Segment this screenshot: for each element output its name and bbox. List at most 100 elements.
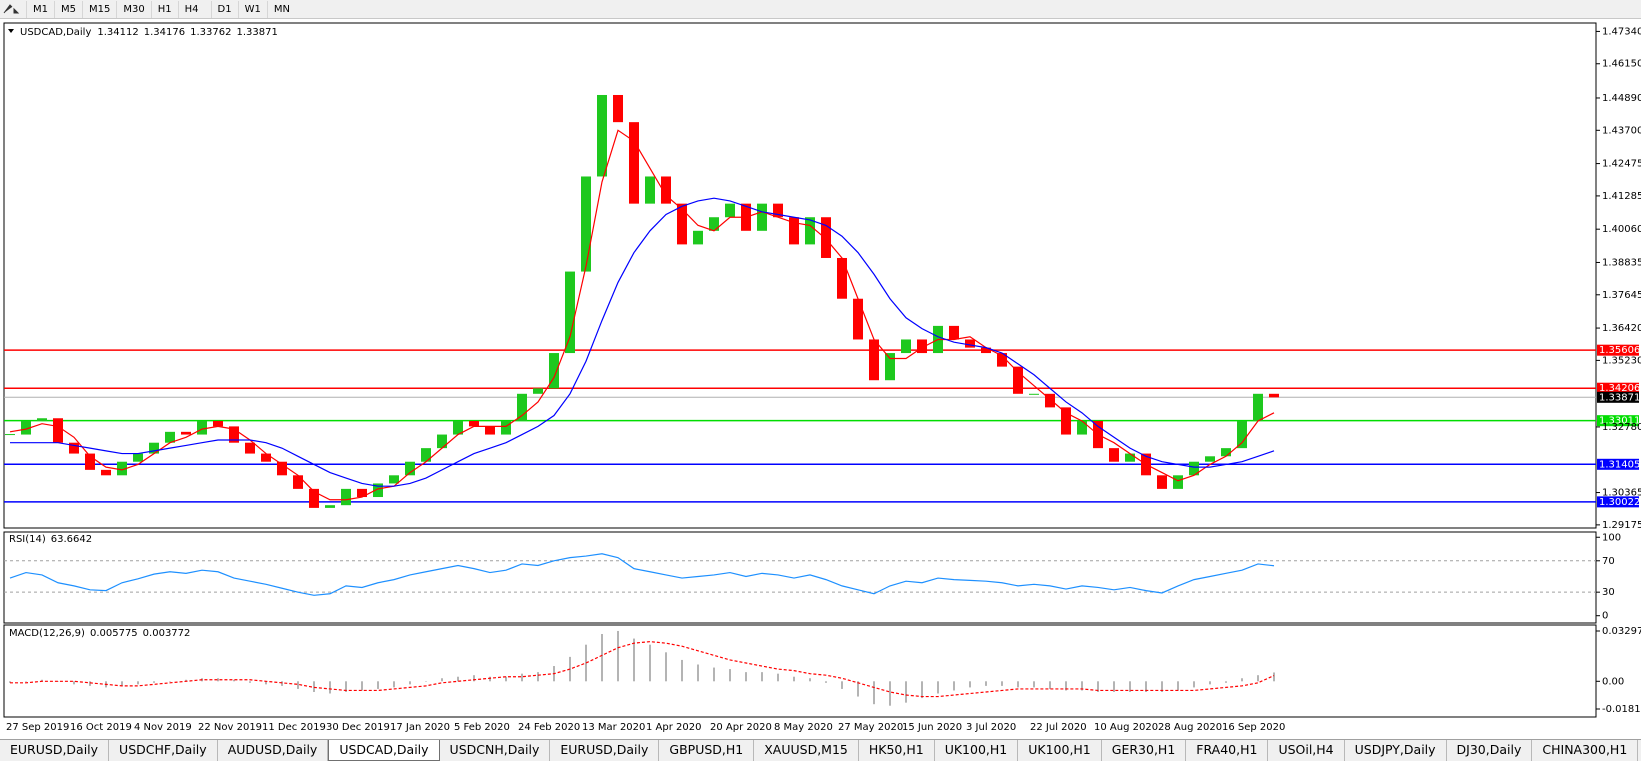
candle [85, 453, 95, 470]
low: 1.33762 [190, 27, 231, 38]
level-label: 1.35606 [1599, 345, 1640, 356]
chart-tab[interactable]: DJ30,Daily [1447, 740, 1533, 761]
chart-tab[interactable]: GER30,H1 [1102, 740, 1187, 761]
histogram-bar [409, 681, 411, 685]
histogram-bar [57, 681, 59, 682]
chart-tab[interactable]: GBPUSD,H1 [659, 740, 755, 761]
candle [357, 488, 367, 498]
candle [453, 420, 463, 435]
histogram-bar [361, 681, 363, 691]
candle [597, 94, 607, 177]
timeframe-button[interactable]: H1 [150, 0, 178, 18]
histogram-bar [649, 644, 651, 682]
level-label-box [1597, 344, 1639, 356]
histogram-bar [713, 667, 715, 682]
series-line [9, 129, 1275, 501]
histogram-bar [937, 681, 939, 694]
series-line [10, 197, 1275, 487]
rsi-header: RSI(14) 63.6642 [9, 534, 92, 545]
candle [677, 203, 687, 245]
histogram-bar [793, 676, 795, 682]
timeframe-button[interactable]: M15 [82, 0, 116, 18]
candle [1237, 420, 1247, 449]
chart-tab[interactable]: EURUSD,Daily [0, 740, 110, 761]
histogram-bar [585, 644, 587, 682]
histogram-bar [217, 678, 219, 682]
histogram-bar [233, 679, 235, 682]
histogram-bar [249, 681, 251, 683]
histogram-bar [1225, 681, 1227, 683]
level-label-box [1597, 382, 1639, 394]
timeframe-button[interactable]: M5 [54, 0, 82, 18]
dropdown-arrow [8, 29, 14, 33]
candle [261, 453, 271, 462]
histogram-bar [521, 673, 523, 682]
candle [213, 420, 223, 427]
chart-tab[interactable]: XAUUSD,M15 [754, 740, 859, 761]
histogram-bar [505, 676, 507, 682]
chart-tab[interactable]: UK100,H1 [1018, 740, 1102, 761]
candle [1221, 448, 1231, 457]
candle [229, 426, 239, 443]
signal-value: 0.003772 [143, 628, 191, 639]
chart-tab[interactable]: USDCHF,Daily [109, 740, 218, 761]
timeframe-button[interactable]: D1 [210, 0, 238, 18]
chart-tab[interactable]: USDJPY,Daily [1345, 740, 1447, 761]
histogram-bar [393, 681, 395, 688]
histogram-bar [1193, 681, 1195, 688]
chart-tab[interactable]: HK50,H1 [859, 740, 935, 761]
timeframe-button[interactable]: H4 [177, 0, 205, 18]
price-panel [3, 22, 1597, 529]
series-line [10, 641, 1275, 698]
histogram-bar [1257, 675, 1259, 682]
candle [821, 217, 831, 258]
candle [53, 418, 63, 443]
chart-tab[interactable]: USDCNH,Daily [440, 740, 551, 761]
timeframe-button[interactable]: W1 [237, 0, 267, 18]
y-tick-label: 0.032972 [1602, 626, 1641, 637]
candle [469, 420, 479, 427]
histogram-bar [1177, 681, 1179, 691]
y-tick-label: 1.30365 [1602, 488, 1641, 499]
candle [869, 339, 879, 381]
chart-tab[interactable]: FRA40,H1 [1186, 740, 1269, 761]
price-header: USDCAD,Daily 1.34112 1.34176 1.33762 1.33871 [20, 27, 278, 38]
x-tick-label: 22 Nov 2019 [198, 722, 262, 733]
histogram-bar [809, 678, 811, 682]
histogram-bar [265, 681, 267, 685]
x-tick-label: 17 Jan 2020 [390, 722, 450, 733]
chart-tab[interactable]: EURUSD,Daily [550, 740, 660, 761]
chart-tab[interactable]: USOil,H4 [1268, 740, 1345, 761]
y-tick-label: 1.46150 [1602, 59, 1641, 70]
chart-tab[interactable]: UK100,H1 [935, 740, 1019, 761]
candle [549, 353, 559, 389]
histogram-bar [1065, 681, 1067, 691]
candle [629, 122, 639, 204]
timeframe-button[interactable]: MN [266, 0, 296, 18]
histogram-bar [137, 681, 139, 685]
candle [1269, 393, 1279, 398]
candle [437, 434, 447, 449]
x-tick-label: 30 Dec 2019 [326, 722, 390, 733]
timeframe-button[interactable]: M30 [116, 0, 150, 18]
histogram-bar [761, 672, 763, 682]
x-tick-label: 13 Mar 2020 [582, 722, 645, 733]
timeframe-button[interactable]: M1 [26, 0, 54, 18]
chart-tab[interactable]: USDCAD,Daily [328, 740, 440, 761]
macd-value: 0.005775 [90, 628, 138, 639]
candle [197, 420, 207, 435]
candle [693, 230, 703, 245]
chart-tab[interactable]: CHINA300,H1 [1532, 740, 1639, 761]
candle [245, 442, 255, 454]
candle [1253, 393, 1263, 421]
level-label: 1.31405 [1599, 459, 1640, 470]
candle [21, 420, 31, 435]
candle [325, 505, 335, 508]
last-price-label: 1.33871 [1599, 392, 1640, 403]
candle [1029, 393, 1039, 395]
candle [1189, 461, 1199, 476]
histogram-bar [969, 681, 971, 688]
chart-tab[interactable]: AUDUSD,Daily [218, 740, 329, 761]
y-tick-label: 1.41285 [1602, 191, 1641, 202]
